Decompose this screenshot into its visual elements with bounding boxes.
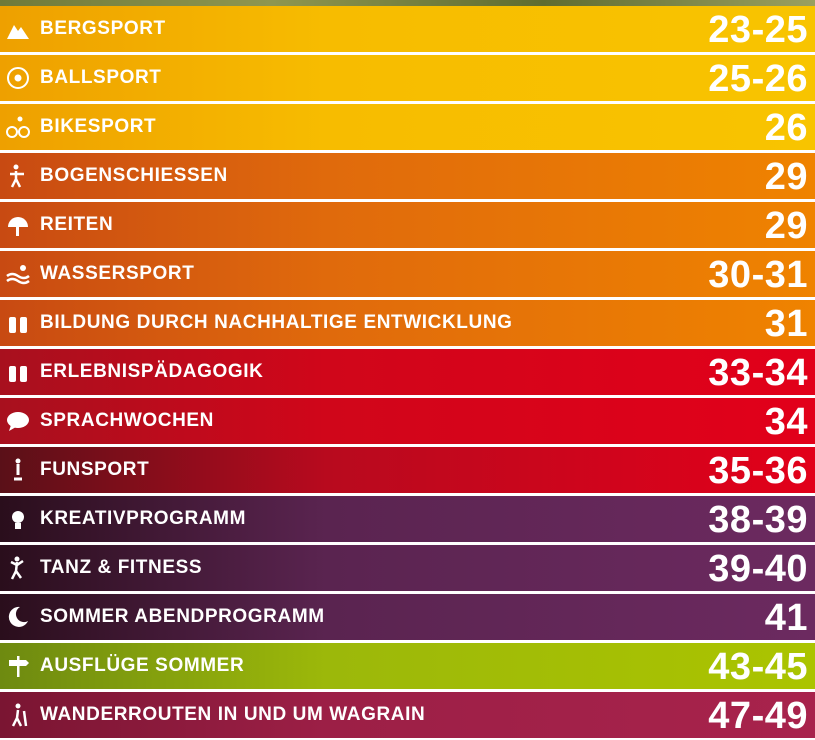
category-label: BIKESPORT xyxy=(40,104,156,150)
category-icon xyxy=(6,17,30,41)
page: BERGSPORT23-25BALLSPORT25-26BIKESPORT26B… xyxy=(0,0,815,739)
page-range: 35-36 xyxy=(708,447,808,495)
toc-row: WASSERSPORT 30-31 xyxy=(0,251,815,297)
category-label: REITEN xyxy=(40,202,113,248)
category-label: WANDERROUTEN IN UND UM WAGRAIN xyxy=(40,692,425,738)
category-icon xyxy=(6,458,30,482)
category-label: BALLSPORT xyxy=(40,55,162,101)
toc-row: SPRACHWOCHEN 34 xyxy=(0,398,815,444)
page-range: 25-26 xyxy=(708,55,808,103)
toc-row: TANZ & FITNESS 39-40 xyxy=(0,545,815,591)
category-label: BERGSPORT xyxy=(40,6,166,52)
category-icon xyxy=(6,654,30,678)
page-range: 33-34 xyxy=(708,349,808,397)
page-range: 29 xyxy=(765,153,808,201)
page-range: 38-39 xyxy=(708,496,808,544)
category-icon xyxy=(6,360,30,384)
page-range: 26 xyxy=(765,104,808,152)
category-label: FUNSPORT xyxy=(40,447,149,493)
category-label: KREATIVPROGRAMM xyxy=(40,496,246,542)
toc-row: WANDERROUTEN IN UND UM WAGRAIN 47-49 xyxy=(0,692,815,738)
category-label: TANZ & FITNESS xyxy=(40,545,202,591)
toc-row: REITEN 29 xyxy=(0,202,815,248)
page-range: 34 xyxy=(765,398,808,446)
toc-row: BERGSPORT 23-25 xyxy=(0,6,815,52)
category-label: BILDUNG DURCH NACHHALTIGE ENTWICKLUNG xyxy=(40,300,513,346)
category-icon xyxy=(6,164,30,188)
page-range: 39-40 xyxy=(708,545,808,593)
category-label: WASSERSPORT xyxy=(40,251,194,297)
category-icon xyxy=(6,262,30,286)
category-icon xyxy=(6,703,30,727)
category-icon xyxy=(6,66,30,90)
category-icon xyxy=(6,605,30,629)
toc-row: FUNSPORT 35-36 xyxy=(0,447,815,493)
category-label: AUSFLÜGE SOMMER xyxy=(40,643,244,689)
toc-row: KREATIVPROGRAMM 38-39 xyxy=(0,496,815,542)
toc-row: BILDUNG DURCH NACHHALTIGE ENTWICKLUNG 31 xyxy=(0,300,815,346)
category-icon xyxy=(6,115,30,139)
page-range: 29 xyxy=(765,202,808,250)
category-label: SPRACHWOCHEN xyxy=(40,398,214,444)
page-range: 43-45 xyxy=(708,643,808,691)
page-range: 41 xyxy=(765,594,808,642)
category-label: ERLEBNISPÄDAGOGIK xyxy=(40,349,263,395)
toc-row: AUSFLÜGE SOMMER 43-45 xyxy=(0,643,815,689)
page-range: 23-25 xyxy=(708,6,808,54)
toc-row: BALLSPORT 25-26 xyxy=(0,55,815,101)
toc-row: SOMMER ABENDPROGRAMM 41 xyxy=(0,594,815,640)
toc-row: BIKESPORT 26 xyxy=(0,104,815,150)
page-range: 47-49 xyxy=(708,692,808,740)
page-range: 30-31 xyxy=(708,251,808,299)
category-label: BOGENSCHIESSEN xyxy=(40,153,228,199)
toc-row: ERLEBNISPÄDAGOGIK 33-34 xyxy=(0,349,815,395)
category-icon xyxy=(6,311,30,335)
category-icon xyxy=(6,507,30,531)
category-icon xyxy=(6,213,30,237)
category-icon xyxy=(6,409,30,433)
category-label: SOMMER ABENDPROGRAMM xyxy=(40,594,325,640)
page-range: 31 xyxy=(765,300,808,348)
toc-row: BOGENSCHIESSEN 29 xyxy=(0,153,815,199)
category-icon xyxy=(6,556,30,580)
